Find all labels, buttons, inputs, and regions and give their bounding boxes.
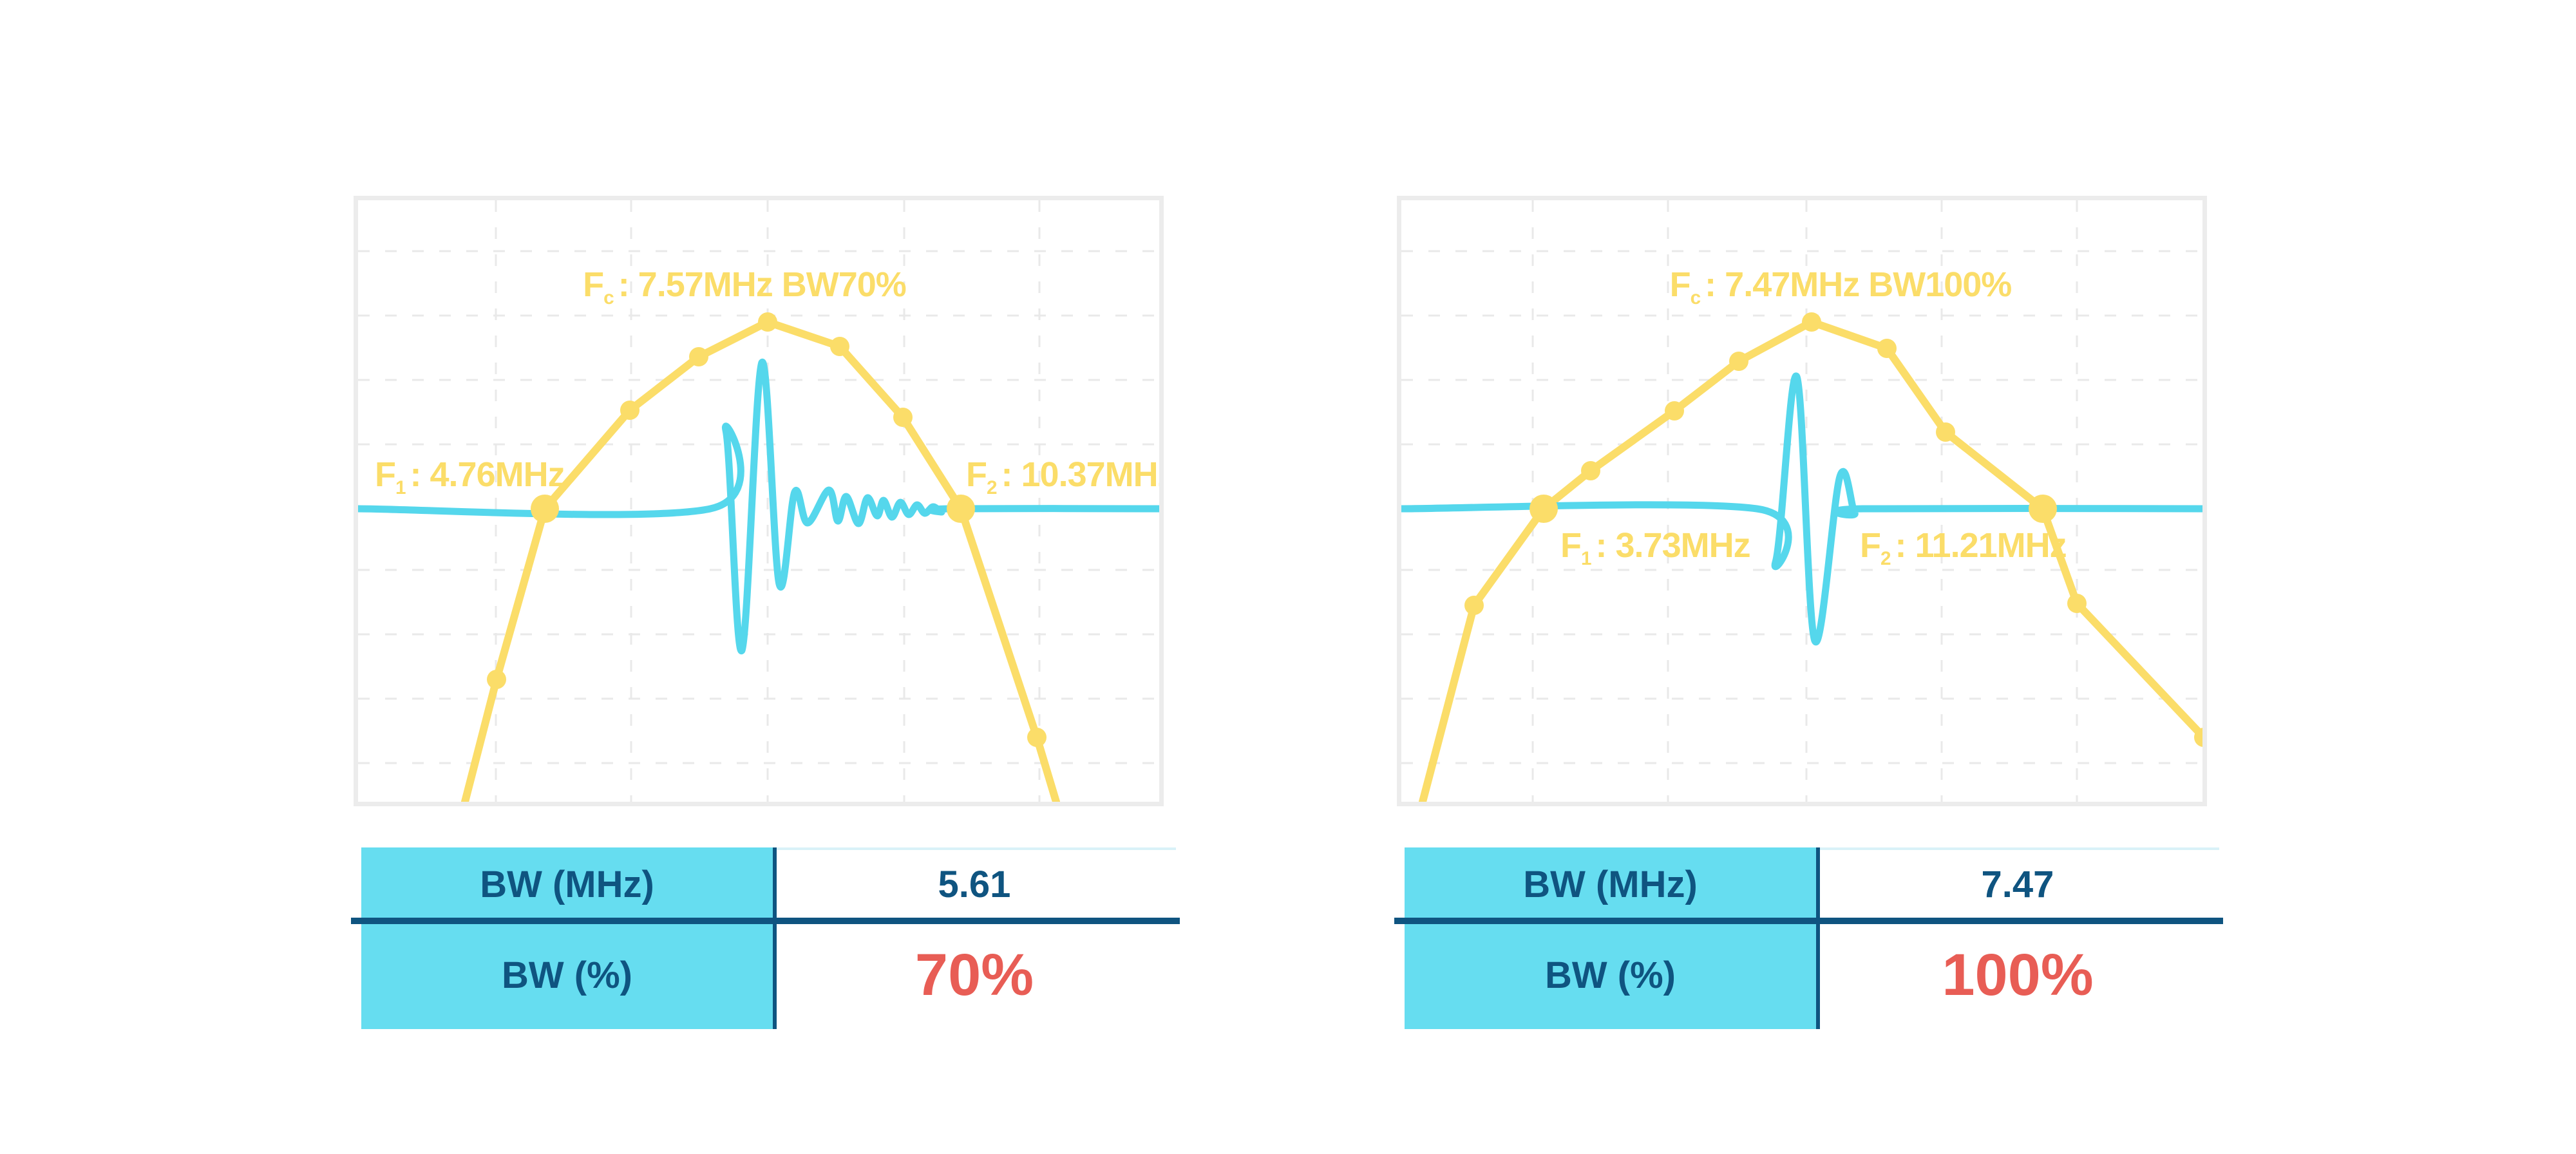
crossing-point-marker: [947, 495, 975, 523]
data-point-marker: [758, 312, 777, 332]
crossing-point-marker: [2029, 495, 2057, 523]
bw-mhz-value: 5.61: [938, 863, 1011, 905]
bw-mhz-value: 7.47: [1981, 863, 2054, 905]
row-label: BW (%): [502, 954, 632, 996]
f2-annotation: F2: 10.37MHz: [966, 455, 1164, 498]
data-point-marker: [2067, 594, 2087, 613]
table-column-divider: [1816, 847, 1820, 1029]
table-row: BW (MHz) 5.61: [361, 847, 1176, 921]
data-point-marker: [1877, 339, 1897, 358]
chart-panel-bw70: Fc: 7.57MHz BW70% F1: 4.76MHz F2: 10.37MHz: [354, 196, 1164, 806]
data-point-marker: [1464, 596, 1484, 615]
row-label: BW (MHz): [480, 863, 654, 905]
data-point-marker: [1729, 352, 1748, 371]
crossing-point-marker: [531, 495, 559, 523]
table-row: BW (%) 100%: [1405, 921, 2219, 1029]
data-point-marker: [487, 670, 506, 689]
bw-table-bw70: BW (MHz) 5.61 BW (%) 70%: [351, 847, 1180, 1029]
table-top-border: [773, 847, 1176, 850]
fc-annotation: Fc: 7.57MHz BW70%: [583, 265, 907, 308]
bw-percent-value: 100%: [1942, 941, 2094, 1008]
crossing-point-marker: [1530, 495, 1558, 523]
table-row: BW (MHz) 7.47: [1405, 847, 2219, 921]
row-value-cell: 100%: [1816, 921, 2219, 1029]
table-column-divider: [773, 847, 777, 1029]
chart-plot-bw100: [1401, 200, 2202, 802]
row-value-cell: 5.61: [773, 847, 1176, 921]
data-point-marker: [1581, 461, 1600, 480]
chart-plot-bw70: [358, 200, 1159, 802]
row-label-cell: BW (MHz): [1405, 847, 1816, 921]
f1-annotation: F1: 3.73MHz: [1560, 526, 1751, 569]
data-point-marker: [689, 347, 708, 366]
table-row-rule: [351, 918, 1180, 924]
spectrum-curve: [1419, 318, 2202, 802]
fc-annotation: Fc: 7.47MHz BW100%: [1669, 265, 2012, 308]
f2-annotation: F2: 11.21MHz: [1860, 526, 2067, 569]
row-label: BW (MHz): [1523, 863, 1698, 905]
table-row: BW (%) 70%: [361, 921, 1176, 1029]
pulse-waveform: [1401, 372, 2202, 646]
row-value-cell: 70%: [773, 921, 1176, 1029]
pulse-waveform: [358, 359, 1159, 654]
data-point-marker: [620, 401, 639, 420]
bw-table-bw100: BW (MHz) 7.47 BW (%) 100%: [1394, 847, 2223, 1029]
row-label-cell: BW (MHz): [361, 847, 773, 921]
data-point-marker: [1936, 422, 1955, 442]
f1-annotation: F1: 4.76MHz: [375, 455, 565, 498]
bw-percent-value: 70%: [914, 941, 1034, 1008]
row-label-cell: BW (%): [361, 921, 773, 1029]
table-top-border: [1816, 847, 2219, 850]
row-label: BW (%): [1545, 954, 1676, 996]
chart-panel-bw100: Fc: 7.47MHz BW100% F1: 3.73MHz F2: 11.21MH…: [1397, 196, 2207, 806]
row-label-cell: BW (%): [1405, 921, 1816, 1029]
data-point-marker: [1665, 401, 1684, 421]
data-point-marker: [893, 408, 913, 427]
data-point-marker: [1027, 728, 1046, 747]
data-point-marker: [2194, 728, 2202, 747]
table-row-rule: [1394, 918, 2223, 924]
data-point-marker: [1802, 312, 1821, 332]
row-value-cell: 7.47: [1816, 847, 2219, 921]
data-point-marker: [830, 337, 849, 356]
